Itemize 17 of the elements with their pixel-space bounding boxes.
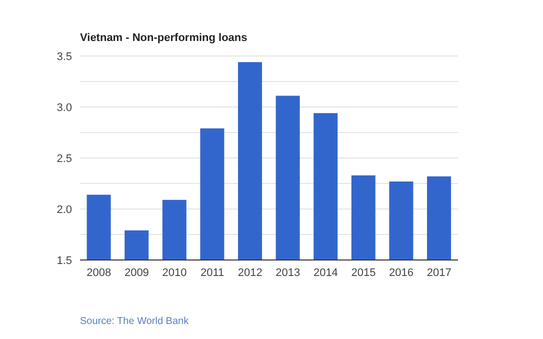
x-tick-label: 2008 (86, 266, 112, 279)
y-tick-label: 2.0 (56, 204, 72, 216)
y-tick-label: 3.5 (56, 50, 72, 63)
y-tick-label: 1.5 (56, 254, 72, 267)
chart-title: Vietnam - Non-performing loans (80, 32, 248, 44)
x-tick-label: 2013 (276, 266, 300, 279)
x-tick-label: 2010 (162, 266, 187, 279)
y-tick-label: 2.5 (56, 152, 72, 165)
source-note: Source: The World Bank (80, 316, 189, 327)
x-tick-label: 2009 (124, 266, 149, 279)
x-tick-label: 2016 (389, 266, 414, 279)
x-tick-label: 2012 (238, 266, 262, 279)
x-tick-label: 2011 (200, 266, 224, 279)
x-tick-label: 2017 (426, 266, 452, 279)
x-tick-label: 2014 (313, 266, 338, 279)
x-tick-label: 2015 (351, 266, 376, 279)
y-tick-label: 3.0 (56, 102, 72, 114)
